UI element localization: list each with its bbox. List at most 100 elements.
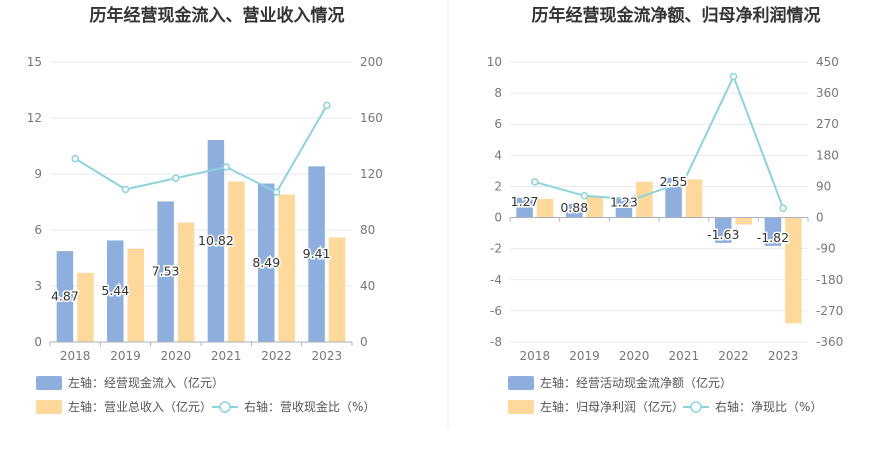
y-left-tick-label: 8 [494,86,502,100]
ratio-point [580,192,589,200]
ratio-point [779,204,787,212]
bar-primary [665,177,682,218]
x-tick-label: 2019 [110,349,141,363]
y-right-tick-label: 450 [816,55,839,69]
ratio-point [729,72,738,81]
bar-primary [308,166,325,342]
x-tick-label: 2021 [669,349,700,363]
bar-primary [56,251,74,342]
y-right-tick-label: -90 [816,242,836,256]
ratio-line [74,104,328,194]
bar-secondary [536,198,554,218]
y-left-tick-label: 12 [27,111,42,125]
legend-swatch [508,400,534,414]
y-right-tick-label: 180 [816,148,839,162]
legend-label: 右轴：营收现金比（%） [244,399,375,414]
x-tick-label: 2019 [569,349,600,363]
bar-data-label: -1.63 [707,227,739,242]
x-tick-label: 2022 [261,349,292,363]
ratio-line [534,73,785,209]
y-right-tick-label: -180 [816,273,843,287]
bar-secondary [586,196,603,218]
bar-data-label: 1.27 [511,194,539,209]
y-right-tick-label: -360 [816,335,843,349]
bar-data-label: 7.53 [152,264,180,279]
y-right-tick-label: 360 [816,86,839,100]
bar-secondary [735,217,752,225]
y-right-tick-label: 80 [360,223,375,237]
y-left-tick-label: 6 [34,223,42,237]
x-tick-label: 2023 [312,349,343,363]
ratio-point [531,178,539,186]
x-tick-label: 2023 [768,349,799,363]
ratio-point [121,185,130,194]
x-tick-label: 2018 [520,349,551,363]
bar-secondary [77,272,94,342]
legend-line-marker [219,401,231,413]
x-tick-label: 2021 [211,349,242,363]
bar-secondary [328,237,346,342]
y-right-tick-label: 0 [816,211,824,225]
bar-data-label: 8.49 [252,255,280,270]
ratio-point [630,195,638,203]
legend-swatch [36,400,62,414]
bar-data-label: 0.88 [560,200,588,215]
y-left-tick-label: -6 [490,304,502,318]
bar-data-label: 10.82 [198,233,234,248]
x-tick-label: 2022 [718,349,749,363]
bar-primary [107,240,124,342]
y-right-tick-label: 200 [360,55,383,69]
legend-label: 左轴：经营现金流入（亿元） [68,375,224,390]
y-left-tick-label: 2 [494,179,502,193]
y-right-tick-label: 40 [360,279,375,293]
y-right-tick-label: 270 [816,117,839,131]
bar-secondary [785,217,802,324]
chart-title: 历年经营现金流入、营业收入情况 [90,5,345,26]
bar-primary [566,203,583,218]
legend-label: 左轴：归母净利润（亿元） [540,399,684,414]
y-right-tick-label: 160 [360,111,383,125]
bar-secondary [228,181,245,342]
y-right-tick-label: 120 [360,167,383,181]
bar-data-label: -1.82 [757,230,789,245]
bar-secondary [127,248,144,342]
legend-label: 左轴：经营活动现金流净额（亿元） [540,375,732,390]
chart-2: 历年经营现金流净额、归母净利润情况 -8 -6 -4 -2 0 2 4 6 8 10 -360 -270… [487,5,843,414]
y-left-tick-label: -4 [490,273,502,287]
ratio-point [71,154,79,163]
y-right-tick-label: 90 [816,179,831,193]
y-left-tick-label: 4 [494,148,502,162]
bar-primary [715,217,732,243]
bar-data-label: 2.55 [660,174,688,189]
y-left-tick-label: -8 [490,335,502,349]
ratio-point [323,101,331,110]
bar-secondary [177,222,195,342]
y-left-tick-label: 10 [487,55,502,69]
y-left-tick-label: 15 [27,55,42,69]
ratio-point [680,177,688,186]
y-right-tick-label: 0 [360,335,368,349]
ratio-point [172,174,180,182]
y-left-tick-label: 3 [34,279,42,293]
x-tick-label: 2020 [619,349,650,363]
bar-primary [516,197,533,218]
y-left-tick-label: 0 [34,335,42,349]
legend-label: 左轴：营业总收入（亿元） [68,399,212,414]
legend-swatch [36,376,62,390]
bar-primary [764,217,782,246]
y-left-tick-label: 6 [494,117,502,131]
ratio-point [272,188,281,196]
bar-primary [207,140,225,342]
ratio-point [222,163,230,171]
legend-line-marker [690,401,702,413]
y-left-tick-label: -2 [490,242,502,256]
y-right-tick-label: -270 [816,304,843,318]
bar-data-label: 4.87 [51,289,79,304]
legend-swatch [508,376,534,390]
y-left-tick-label: 9 [34,167,42,181]
x-tick-label: 2018 [60,349,91,363]
y-left-tick-label: 0 [494,211,502,225]
bar-primary [258,183,275,342]
